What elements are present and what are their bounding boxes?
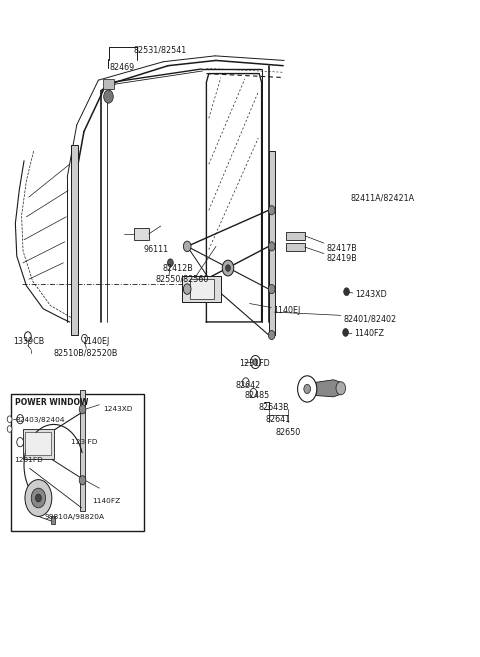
Bar — [286, 232, 305, 240]
Bar — [269, 151, 275, 335]
Circle shape — [24, 332, 31, 341]
Circle shape — [268, 284, 275, 294]
Text: 82485: 82485 — [245, 391, 270, 400]
Circle shape — [79, 476, 86, 485]
Circle shape — [268, 330, 275, 340]
Text: 82650: 82650 — [275, 428, 300, 437]
Text: 123 FD: 123 FD — [71, 438, 97, 445]
Text: 1243XD: 1243XD — [355, 290, 387, 299]
Text: 82550/82560: 82550/82560 — [155, 275, 208, 284]
Bar — [25, 432, 51, 455]
Circle shape — [36, 494, 41, 502]
Circle shape — [253, 359, 258, 365]
Text: 82531/82541: 82531/82541 — [133, 45, 187, 55]
Bar — [23, 429, 54, 459]
Text: 82642: 82642 — [235, 380, 261, 390]
Circle shape — [344, 288, 349, 296]
Text: 98810A/98820A: 98810A/98820A — [44, 514, 104, 520]
Circle shape — [7, 416, 12, 422]
Circle shape — [250, 388, 257, 397]
Text: 1140EJ: 1140EJ — [274, 306, 301, 315]
Text: 1339CB: 1339CB — [13, 337, 45, 346]
Circle shape — [268, 206, 275, 215]
Circle shape — [298, 376, 317, 402]
Text: 82419B: 82419B — [326, 254, 357, 263]
Circle shape — [304, 384, 311, 394]
Text: 82412B: 82412B — [162, 263, 193, 273]
Circle shape — [251, 355, 260, 369]
Text: 82641: 82641 — [265, 415, 290, 424]
Text: 82417B: 82417B — [326, 244, 357, 253]
Bar — [71, 145, 78, 335]
Text: 1140FZ: 1140FZ — [354, 329, 384, 338]
Circle shape — [7, 426, 12, 432]
Bar — [134, 228, 149, 240]
Bar — [190, 279, 214, 299]
Text: 82401/82402: 82401/82402 — [343, 315, 396, 324]
Text: 1140EJ: 1140EJ — [83, 337, 110, 346]
Text: POWER WINDOW: POWER WINDOW — [15, 398, 89, 407]
Circle shape — [31, 488, 46, 508]
Text: 1231FD: 1231FD — [14, 457, 43, 463]
Circle shape — [268, 242, 275, 251]
Circle shape — [226, 265, 230, 271]
Circle shape — [242, 378, 249, 387]
Text: 96111: 96111 — [143, 245, 168, 254]
Bar — [80, 390, 85, 511]
Bar — [11, 394, 144, 531]
Text: 82411A/82421A: 82411A/82421A — [350, 194, 415, 203]
Bar — [103, 79, 114, 89]
Text: 82510B/82520B: 82510B/82520B — [54, 349, 118, 358]
Bar — [182, 276, 221, 302]
Polygon shape — [316, 380, 341, 397]
Circle shape — [168, 259, 173, 267]
Circle shape — [25, 480, 52, 516]
Bar — [286, 243, 305, 251]
Circle shape — [17, 438, 24, 447]
Circle shape — [183, 241, 191, 252]
Bar — [51, 516, 55, 524]
Text: 82469: 82469 — [109, 63, 135, 72]
Circle shape — [336, 382, 346, 395]
Circle shape — [79, 405, 86, 414]
Text: 1140FZ: 1140FZ — [93, 498, 121, 505]
Circle shape — [183, 284, 191, 294]
Text: 1231FD: 1231FD — [239, 359, 270, 369]
Text: 82643B: 82643B — [258, 403, 289, 412]
Circle shape — [17, 415, 24, 424]
Circle shape — [82, 334, 87, 342]
Text: 1243XD: 1243XD — [103, 405, 132, 412]
Circle shape — [343, 328, 348, 336]
Circle shape — [104, 90, 113, 103]
Text: 82403/82404: 82403/82404 — [15, 417, 65, 424]
Circle shape — [222, 260, 234, 276]
